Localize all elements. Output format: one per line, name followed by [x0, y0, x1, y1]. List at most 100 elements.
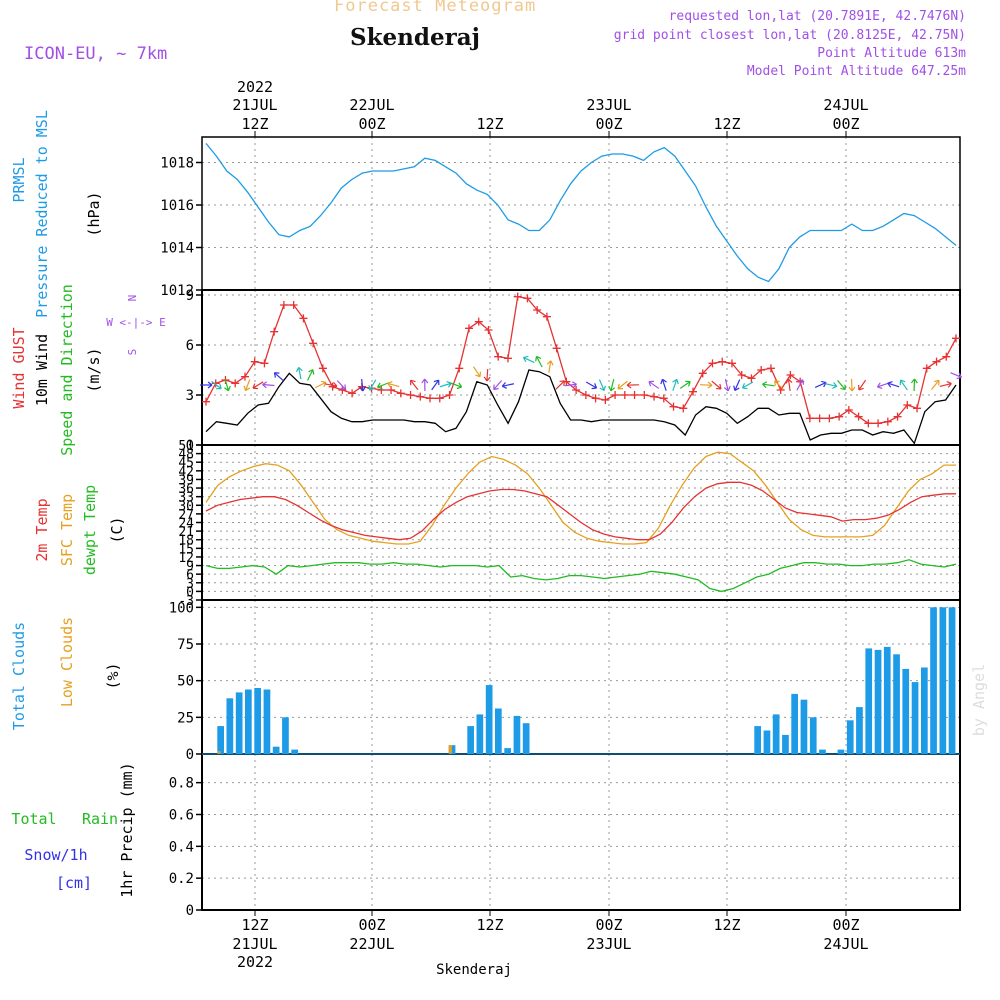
wind-arrow-head [368, 385, 375, 391]
pressure-label-unit: (hPa) [85, 191, 103, 236]
wind-arrow-head [762, 381, 768, 389]
wind-direction-arrow [939, 381, 952, 388]
wind-arrow-shaft [377, 382, 389, 388]
y-tick-label: 48 [178, 448, 194, 463]
x-label-top-date: 23JUL [586, 96, 631, 114]
wind-gust-line-point [689, 387, 698, 396]
wind-gust-line-point [620, 391, 629, 399]
wind-arrow-shaft [825, 383, 837, 387]
product-title: Forecast Meteogram [334, 0, 537, 16]
wind-arrow-head [840, 384, 846, 391]
total-clouds-bar [485, 685, 493, 754]
total-clouds-bar [772, 714, 780, 754]
x-label-top-time: 12Z [713, 115, 740, 133]
wind-gust-line-point [250, 357, 259, 366]
wind-gust-line-point [913, 404, 922, 413]
y-tick-label: 3 [186, 577, 194, 592]
wind-gust-line-point [260, 359, 269, 368]
x-label-bottom-date: 24JUL [823, 935, 868, 953]
total-clouds-bar [291, 749, 298, 754]
wind-arrow-shaft [252, 381, 264, 389]
wind-arrow-shaft [774, 380, 784, 390]
wind-direction-arrow [450, 382, 463, 390]
wind-direction-arrow [598, 379, 606, 392]
total-clouds-bar [282, 717, 289, 754]
wind-arrow-shaft [598, 379, 605, 391]
wind-arrow-shaft [336, 380, 346, 390]
wind-gust-line-point [698, 369, 707, 378]
wind-direction-arrow [837, 380, 846, 391]
wind-gust-line-point [270, 327, 279, 336]
wind-arrow-shaft [711, 380, 722, 390]
wind-arrow-shaft [244, 379, 251, 391]
total-clouds-bar [846, 720, 854, 754]
wind-direction-arrow [858, 379, 867, 391]
wind-gust-line-point [874, 419, 883, 428]
wind-arrow-shaft [837, 380, 846, 390]
wind-gust-line-point [952, 334, 960, 343]
wind-direction-arrow [555, 380, 566, 390]
wind-arrow-shaft [724, 379, 729, 391]
x-label-top-time: 12Z [241, 115, 268, 133]
low-clouds-bar [217, 751, 221, 754]
wind-direction-arrow [679, 380, 691, 389]
wind-arrow-head [410, 379, 416, 386]
y-tick-label: 0 [186, 585, 194, 600]
y-tick-label: 18 [178, 534, 194, 549]
x-label-top-time: 00Z [595, 115, 622, 133]
y-tick-label: 25 [177, 710, 194, 726]
x-label-bottom-time: 12Z [476, 916, 503, 934]
wind-gust-line-point [737, 371, 746, 379]
wind-arrow-shaft [211, 380, 222, 390]
y-tick-label: 100 [169, 600, 194, 616]
point-altitude: Point Altitude 613m [817, 46, 966, 61]
total-clouds-bar [235, 692, 243, 754]
wind-gust-line-point [815, 414, 824, 423]
wind-direction-arrow [699, 381, 713, 389]
wind-arrow-head [933, 379, 940, 386]
wind-direction-arrow [535, 355, 543, 368]
wind-arrow-head [887, 380, 893, 388]
wind-gust-line-point [718, 357, 727, 366]
footer-location: Skenderaj [436, 962, 512, 978]
wind-arrow-head [832, 382, 838, 389]
wind-direction-arrow [825, 382, 838, 389]
wind-direction-arrow [307, 369, 315, 381]
wind-direction-arrow [762, 381, 775, 389]
wind-arrow-shaft [224, 379, 230, 391]
y-tick-label: 6 [186, 338, 194, 354]
total-clouds-bar [467, 726, 474, 754]
y-tick-label: 0 [186, 438, 194, 454]
wind-gust-line-point [679, 404, 688, 413]
y-tick-label: 21 [178, 525, 194, 540]
wind-arrow-head [483, 376, 491, 382]
wind-gust-line-point [640, 391, 649, 399]
total-clouds-bar [522, 723, 530, 754]
y-tick-label: 0 [186, 903, 194, 919]
wind-gust-line-point [279, 301, 288, 309]
wind-arrow-shaft [814, 382, 827, 388]
wind-arrow-shaft [610, 379, 615, 391]
wind-direction-arrow [930, 379, 940, 391]
x-label-top-date: 24JUL [823, 96, 868, 114]
y-tick-label: 27 [178, 508, 194, 523]
wind-gust-line-point [630, 391, 639, 399]
clouds-label-low: Low Clouds [58, 617, 76, 707]
wind-gust-line-point [426, 394, 435, 403]
wind-gust-line-point [338, 386, 347, 394]
wind-arrow-head [421, 378, 429, 384]
wind-gust-line-point [552, 344, 561, 353]
wind-arrow-head [848, 386, 856, 392]
clouds-label-unit: (%) [104, 662, 122, 689]
wind-arrow-head [308, 369, 315, 375]
wind-direction-arrow [910, 378, 918, 392]
wind-gust-line-point [416, 392, 425, 401]
wind-gust-line-point [406, 391, 415, 399]
wind-arrow-head [858, 384, 864, 391]
wind-arrow-shaft [679, 381, 691, 389]
wind-arrow-head [715, 383, 722, 390]
x-label-bottom-date: 22JUL [349, 935, 394, 953]
wind-arrow-head [433, 379, 440, 386]
wind-arrow-head [475, 371, 482, 378]
wind-arrow-head [243, 385, 251, 392]
